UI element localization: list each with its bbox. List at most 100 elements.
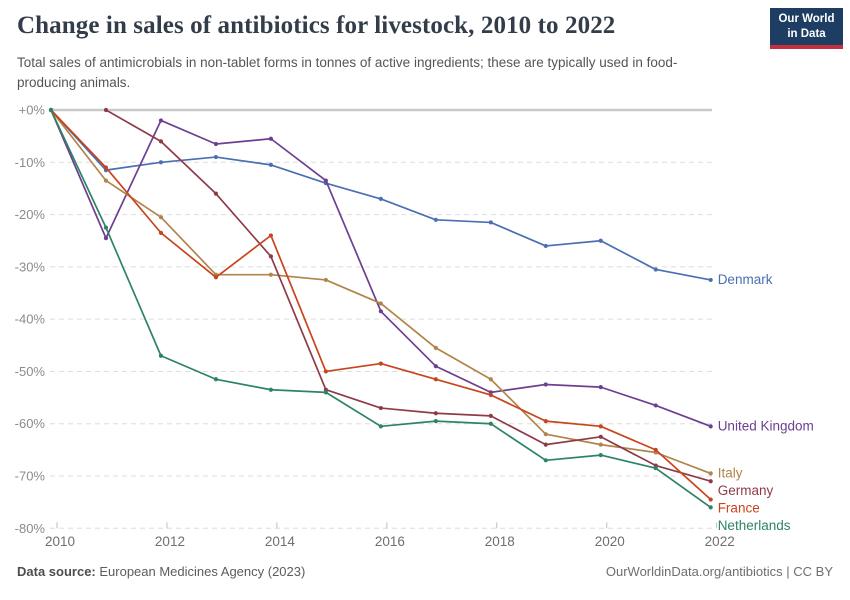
y-axis-label: -60%	[15, 416, 46, 431]
series-point-france	[708, 497, 713, 502]
series-point-france	[488, 392, 493, 398]
series-point-netherlands	[158, 353, 164, 358]
series-point-denmark	[433, 217, 438, 222]
series-point-italy	[598, 442, 603, 447]
series-point-netherlands	[268, 387, 273, 392]
y-axis-label: -80%	[15, 521, 46, 536]
y-axis-label: +0%	[19, 103, 46, 118]
logo-line2: in Data	[787, 27, 826, 40]
series-line-netherlands	[50, 109, 712, 509]
series-point-denmark	[378, 196, 383, 201]
series-point-united-kingdom	[653, 403, 658, 408]
series-point-netherlands	[378, 424, 383, 429]
series-point-france	[213, 275, 219, 280]
series-point-italy	[268, 272, 273, 277]
series-point-denmark	[653, 267, 658, 272]
logo-line1: Our World	[778, 13, 835, 26]
series-point-germany	[598, 434, 603, 439]
y-axis-label: -20%	[15, 207, 46, 222]
series-point-italy	[378, 301, 383, 306]
series-point-germany	[433, 411, 438, 416]
x-axis-label: 2020	[595, 534, 625, 549]
series-point-netherlands	[48, 107, 54, 113]
owid-attribution-link[interactable]: OurWorldinData.org/antibiotics | CC BY	[605, 564, 833, 579]
series-label-france[interactable]: France	[718, 500, 760, 515]
series-point-italy	[488, 377, 493, 382]
series-point-denmark	[158, 160, 164, 165]
x-axis-label: 2014	[265, 534, 296, 549]
series-point-denmark	[213, 154, 219, 160]
series-point-denmark	[598, 238, 603, 243]
series-point-netherlands	[598, 452, 603, 458]
series-point-denmark	[268, 162, 273, 168]
data-source: Data source: European Medicines Agency (…	[17, 564, 305, 579]
series-point-germany	[103, 107, 109, 113]
series-point-united-kingdom	[103, 236, 109, 241]
series-point-netherlands	[433, 419, 438, 424]
series-label-denmark[interactable]: Denmark	[718, 272, 773, 287]
series-point-netherlands	[103, 225, 109, 230]
series-point-united-kingdom	[598, 385, 603, 390]
series-point-germany	[708, 479, 713, 484]
series-point-france	[433, 377, 438, 382]
series-point-italy	[433, 345, 438, 351]
series-point-france	[103, 165, 109, 170]
x-axis-label: 2022	[705, 534, 735, 549]
series-point-denmark	[488, 220, 493, 225]
series-point-united-kingdom	[708, 424, 713, 429]
x-axis-label: 2012	[155, 534, 185, 549]
series-point-germany	[488, 413, 493, 418]
series-label-united-kingdom[interactable]: United Kingdom	[718, 418, 814, 433]
series-point-germany	[378, 405, 383, 411]
data-source-text: European Medicines Agency (2023)	[95, 564, 306, 579]
series-point-united-kingdom	[433, 364, 438, 369]
series-label-netherlands[interactable]: Netherlands	[718, 518, 791, 533]
series-point-france	[598, 424, 603, 429]
series-point-united-kingdom	[543, 382, 548, 387]
series-point-germany	[543, 442, 548, 447]
series-point-italy	[158, 215, 164, 220]
series-point-netherlands	[653, 466, 658, 471]
y-axis-label: -10%	[15, 155, 46, 170]
series-point-netherlands	[323, 390, 328, 395]
series-label-germany[interactable]: Germany	[718, 483, 774, 498]
series-point-france	[653, 447, 658, 452]
x-axis-label: 2016	[375, 534, 405, 549]
series-point-france	[378, 361, 383, 366]
owid-logo[interactable]: Our World in Data	[770, 8, 843, 49]
series-point-italy	[543, 432, 548, 437]
series-point-germany	[158, 139, 164, 144]
series-point-united-kingdom	[323, 178, 328, 183]
series-point-italy	[323, 277, 328, 283]
series-point-italy	[708, 471, 713, 476]
chart-subtitle: Total sales of antimicrobials in non-tab…	[17, 55, 678, 90]
page-title: Change in sales of antibiotics for lives…	[17, 12, 616, 39]
series-point-germany	[268, 254, 273, 259]
series-point-netherlands	[543, 458, 548, 463]
series-point-united-kingdom	[378, 309, 383, 314]
series-point-france	[158, 230, 164, 235]
series-point-italy	[103, 178, 109, 183]
series-line-germany	[105, 109, 711, 483]
series-point-france	[543, 419, 548, 424]
series-point-united-kingdom	[268, 136, 273, 141]
series-line-united-kingdom	[50, 109, 712, 428]
series-point-france	[268, 233, 273, 238]
x-axis-label: 2018	[485, 534, 515, 549]
data-source-label: Data source:	[17, 564, 96, 579]
series-point-germany	[213, 191, 219, 196]
y-axis-label: -70%	[15, 469, 46, 484]
series-point-denmark	[543, 243, 548, 249]
series-label-italy[interactable]: Italy	[718, 465, 743, 480]
x-axis-label: 2010	[45, 534, 75, 549]
series-point-united-kingdom	[213, 141, 219, 147]
series-point-denmark	[708, 277, 713, 283]
series-point-netherlands	[488, 421, 493, 426]
series-point-france	[323, 369, 328, 374]
series-point-netherlands	[213, 377, 219, 382]
y-axis-label: -40%	[15, 312, 46, 327]
y-axis-label: -30%	[15, 259, 46, 274]
series-point-netherlands	[708, 505, 713, 510]
